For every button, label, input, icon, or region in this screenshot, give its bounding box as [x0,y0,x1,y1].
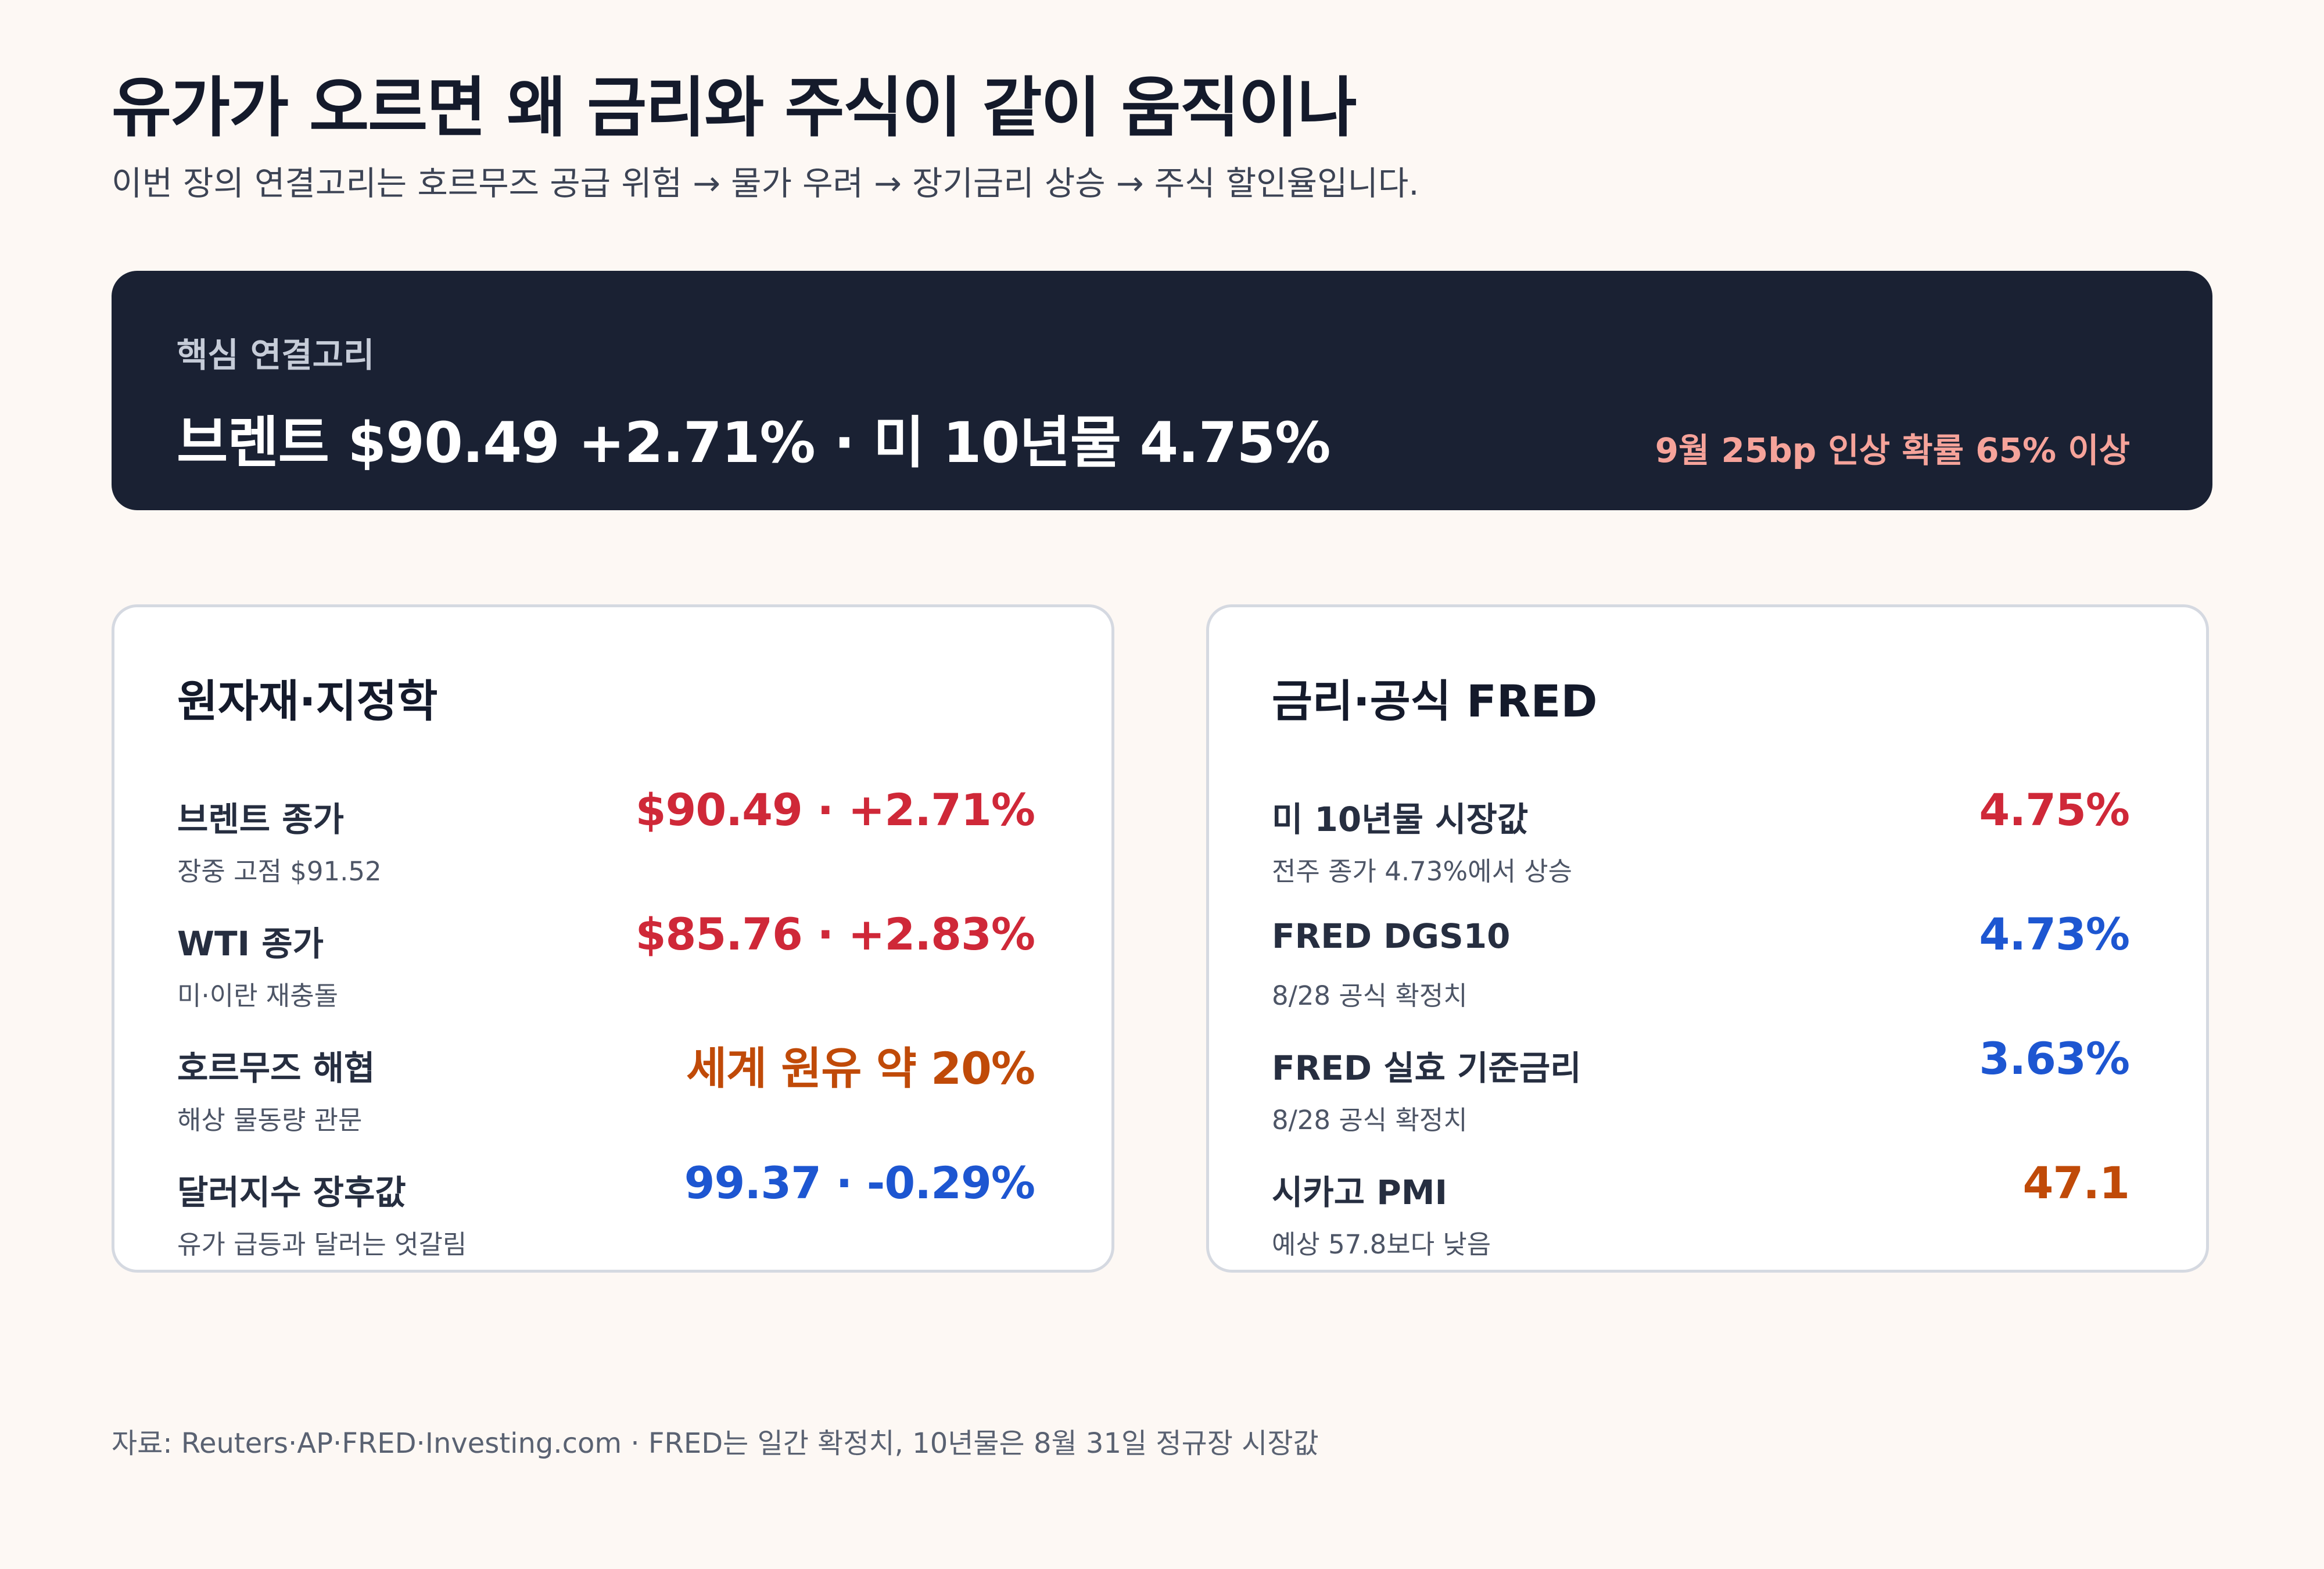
metric-row-brent: 브렌트 종가 장중 고점 $91.52 $90.49 · +2.71% [177,784,1035,908]
metric-sub: 장중 고점 $91.52 [177,856,382,887]
metric-sub: 유가 급등과 달러는 엇갈림 [177,1229,467,1260]
metric-value: $90.49 · +2.71% [635,784,1035,836]
metric-sub: 8/28 공식 확정치 [1272,1105,1468,1135]
metric-label: FRED 실효 기준금리 [1272,1048,1581,1088]
metric-value: 4.73% [1979,908,2130,960]
banner-label: 핵심 연결고리 [177,335,375,375]
source-note: 자료: Reuters·AP·FRED·Investing.com · FRED… [112,1427,1319,1460]
metric-value: 47.1 [2022,1157,2130,1209]
metric-label: FRED DGS10 [1272,916,1511,956]
metric-value: 99.37 · -0.29% [684,1157,1035,1209]
metric-row-effr: FRED 실효 기준금리 8/28 공식 확정치 3.63% [1272,1033,2130,1157]
page-subtitle: 이번 장의 연결고리는 호르무즈 공급 위험 → 물가 우려 → 장기금리 상승… [112,164,1419,203]
metric-label: 브렌트 종가 [177,800,344,839]
metric-row-dgs10: FRED DGS10 8/28 공식 확정치 4.73% [1272,908,2130,1033]
metric-label: 호르무즈 해협 [177,1048,375,1088]
banner-headline: 브렌트 $90.49 +2.71% · 미 10년물 4.75% [177,410,1330,475]
metric-sub: 전주 종가 4.73%에서 상승 [1272,856,1573,887]
metric-label: 시카고 PMI [1272,1173,1448,1212]
metric-label: WTI 종가 [177,924,324,963]
metric-sub: 예상 57.8보다 낮음 [1272,1229,1491,1260]
metric-row-wti: WTI 종가 미·이란 재충돌 $85.76 · +2.83% [177,908,1035,1033]
metric-row-us10y: 미 10년물 시장값 전주 종가 4.73%에서 상승 4.75% [1272,784,2130,908]
metric-row-chicago-pmi: 시카고 PMI 예상 57.8보다 낮음 47.1 [1272,1157,2130,1281]
metric-sub: 해상 물동량 관문 [177,1105,363,1135]
metric-sub: 8/28 공식 확정치 [1272,980,1468,1011]
metric-row-hormuz: 호르무즈 해협 해상 물동량 관문 세계 원유 약 20% [177,1041,1035,1157]
commodities-card: 원자재·지정학 브렌트 종가 장중 고점 $91.52 $90.49 · +2.… [112,604,1114,1273]
card-title: 금리·공식 FRED [1272,675,1598,727]
banner-rate-hike-note: 9월 25bp 인상 확률 65% 이상 [1655,431,2130,470]
metric-sub: 미·이란 재충돌 [177,980,339,1011]
rates-card: 금리·공식 FRED 미 10년물 시장값 전주 종가 4.73%에서 상승 4… [1206,604,2209,1273]
metric-value: $85.76 · +2.83% [635,908,1035,960]
metric-value: 세계 원유 약 20% [686,1043,1035,1094]
metric-value: 3.63% [1979,1033,2130,1084]
metric-label: 달러지수 장후값 [177,1173,406,1212]
metric-row-dollar-index: 달러지수 장후값 유가 급등과 달러는 엇갈림 99.37 · -0.29% [177,1157,1035,1281]
metric-value: 4.75% [1979,784,2130,836]
page-title: 유가가 오르면 왜 금리와 주식이 같이 움직이나 [112,70,1357,146]
key-link-banner: 핵심 연결고리 브렌트 $90.49 +2.71% · 미 10년물 4.75%… [112,271,2212,510]
card-title: 원자재·지정학 [177,675,438,727]
metric-label: 미 10년물 시장값 [1272,800,1529,839]
